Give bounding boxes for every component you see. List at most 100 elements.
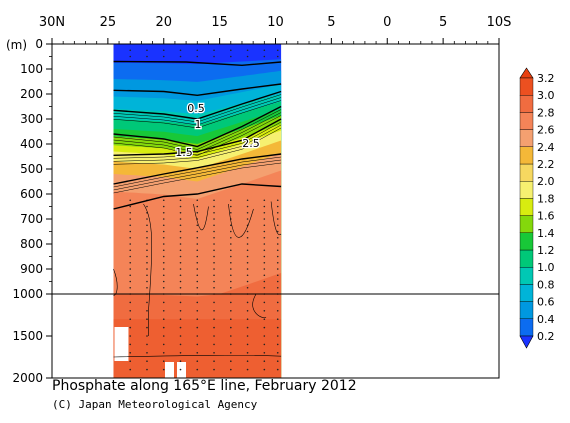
sample-dot [276,218,279,220]
sample-dot [162,49,165,52]
sample-dot [230,368,232,371]
x-tick-label: 10S [487,15,512,30]
sample-dot [129,211,132,214]
isoline-1.5 [113,105,282,148]
colorbar-swatch [519,94,534,113]
sample-dot [263,261,266,264]
sample-dot [276,199,279,202]
isoline-deep [113,268,118,296]
sample-dot [276,55,279,58]
sample-dot [162,274,165,277]
sample-dot [213,268,215,270]
colorbar-swatch [519,232,534,251]
contour-lines [113,60,282,358]
colorbar-swatch [519,318,534,337]
sample-dot [129,352,132,354]
isoline-deep [252,293,267,318]
sample-dot [246,55,249,58]
sample-dot [246,286,249,289]
contour-label: 0.5 [187,102,205,115]
sample-dot [213,211,215,214]
colorbar-swatch [519,284,534,302]
sample-dot [213,286,215,289]
sample-dot [246,326,249,329]
y-axis-unit-label: (m) [6,38,27,52]
sample-dot [276,326,279,329]
sample-dot [230,335,232,337]
isoline-minor [113,127,282,165]
sample-dot [230,230,232,233]
x-tick-label: 10 [267,15,284,30]
sample-dot [246,301,249,304]
colorbar-swatch [519,163,534,182]
sample-dot [196,310,199,312]
isoline-0.2 [113,60,282,67]
sample-dot [263,218,266,220]
sample-dot [246,280,249,283]
sample-dot [246,352,249,354]
sample-dot [276,335,279,337]
colorbar-swatch [519,146,534,165]
sample-dot [146,326,148,329]
sample-dot [263,280,266,283]
sample-dot [276,286,279,289]
sample-dot [276,368,279,371]
sample-dot [162,280,165,283]
sample-dot [196,211,199,214]
sample-dot [230,318,232,321]
isoline-deep [270,201,282,236]
colorbar-label: 1.4 [537,227,555,240]
y-tick-label: 200 [20,87,43,101]
sample-dot [179,230,182,233]
sample-dot [276,211,279,214]
sample-dot [162,335,165,337]
sample-dot [263,249,266,252]
sample-dot [230,49,232,52]
sample-dot [196,205,199,208]
isoline-2.8 [113,183,282,210]
isoline-deep [143,203,153,336]
sample-dot [246,49,249,52]
isoline-minor [113,156,282,188]
sample-dot [213,261,215,264]
sample-dot [146,352,148,354]
sample-dot [263,286,266,289]
sample-dot [196,318,199,321]
isoline-minor [113,100,282,129]
sample-dot [129,199,132,202]
y-tick-label: 900 [20,262,43,276]
sample-dot [263,230,266,233]
isoline-minor [113,159,282,191]
sample-dot [263,49,266,52]
sample-dot [146,230,148,233]
contour-label: 1 [195,118,202,131]
sample-dot [146,236,148,239]
colorbar-swatch [519,301,534,320]
sample-dot [276,352,279,354]
sample-dot [196,230,199,233]
sample-dot [179,211,182,214]
y-tick-label: 400 [20,137,43,151]
sample-dot [162,205,165,208]
isoline-deep [228,203,254,238]
sample-dot [276,230,279,233]
sample-dot [129,236,132,239]
sample-dot [162,236,165,239]
sample-dot [146,261,148,264]
sample-dot [129,205,132,208]
sample-dot [276,243,279,245]
missing-data-gaps [114,327,186,378]
sample-dot [213,318,215,321]
y-tick-label: 0 [35,37,43,51]
sample-dot [263,205,266,208]
sample-dot [246,255,249,258]
sample-dot [179,274,182,277]
contour-labels: 0.5 1 1.5 2.5 [174,101,261,161]
sample-dot [146,224,148,227]
colorbar-swatch [519,215,534,234]
sample-dot [179,205,182,208]
sample-dot [196,326,199,329]
sample-dot [179,280,182,283]
sample-dot [230,199,232,202]
sample-dot [213,360,215,363]
